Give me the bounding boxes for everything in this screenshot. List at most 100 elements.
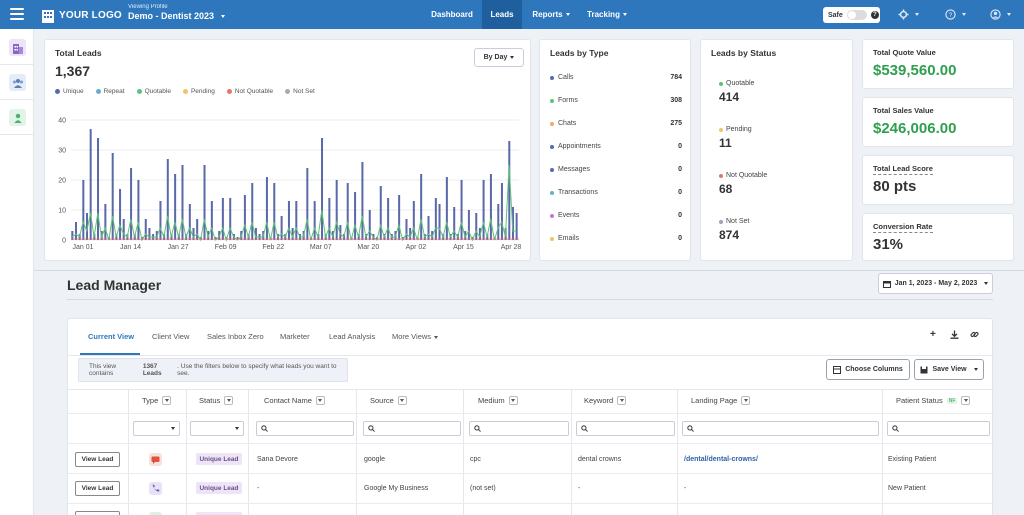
sort-dropdown-icon[interactable] xyxy=(162,396,172,405)
landing-page-filter-input[interactable] xyxy=(682,421,879,436)
user-menu[interactable] xyxy=(990,9,1011,20)
lead-type-row[interactable]: Messages 0 xyxy=(550,166,682,173)
tab-client-view[interactable]: Client View xyxy=(152,332,189,341)
tab-sales-inbox-zero[interactable]: Sales Inbox Zero xyxy=(207,332,264,341)
column-header-status[interactable]: Status xyxy=(199,396,234,405)
add-icon[interactable]: + xyxy=(930,329,936,340)
sort-dropdown-icon[interactable] xyxy=(617,396,627,405)
save-view-button[interactable]: Save View xyxy=(914,359,984,380)
type-filter-select[interactable] xyxy=(133,421,180,436)
nav-reports[interactable]: Reports xyxy=(527,0,575,29)
sort-dropdown-icon[interactable] xyxy=(741,396,751,405)
view-lead-button[interactable]: View Lead xyxy=(75,481,120,496)
column-header-medium[interactable]: Medium xyxy=(478,396,518,405)
patient-status-filter-input[interactable] xyxy=(887,421,990,436)
lead-type-row[interactable]: Emails 0 xyxy=(550,235,682,242)
legend-item-quotable[interactable]: Quotable xyxy=(136,88,171,95)
type-color-dot xyxy=(550,144,554,149)
type-name: Chats xyxy=(558,120,577,127)
tab-label: Sales Inbox Zero xyxy=(207,332,264,341)
safe-mode-toggle[interactable]: Safe ? xyxy=(823,7,880,23)
bar-unique xyxy=(515,213,518,240)
settings-menu[interactable] xyxy=(898,9,919,20)
status-filter-select[interactable] xyxy=(190,421,244,436)
source-filter-input[interactable] xyxy=(363,421,461,436)
bar-unique xyxy=(508,141,511,240)
link-icon[interactable] xyxy=(970,330,979,339)
leads-by-type-title: Leads by Type xyxy=(550,48,609,58)
sort-dropdown-icon[interactable] xyxy=(397,396,407,405)
toggle-switch[interactable] xyxy=(846,10,867,20)
lead-type-row[interactable]: Transactions 0 xyxy=(550,189,682,196)
help-menu[interactable]: ? xyxy=(945,9,966,20)
hamburger-menu-icon[interactable] xyxy=(10,8,24,21)
sidebar-item-team[interactable] xyxy=(9,74,26,91)
lead-type-label: Appointments xyxy=(550,143,678,150)
by-day-dropdown[interactable]: By Day xyxy=(474,48,524,67)
nav-leads[interactable]: Leads xyxy=(482,0,522,29)
tab-label: Lead Analysis xyxy=(329,332,376,341)
type-name: Events xyxy=(558,212,580,219)
sort-dropdown-icon[interactable] xyxy=(224,396,234,405)
column-header-patient-status[interactable]: Patient Status NF xyxy=(896,396,971,405)
landing-page-link[interactable]: /dental/dental-crowns/ xyxy=(684,456,758,463)
total-leads-title: Total Leads xyxy=(55,48,102,58)
header-divider xyxy=(68,413,994,414)
conversion-rate-card: Conversion Rate 31% xyxy=(862,213,1014,261)
choose-columns-button[interactable]: Choose Columns xyxy=(826,359,910,380)
source-cell: google xyxy=(364,456,386,463)
column-header-source[interactable]: Source xyxy=(370,396,407,405)
sort-dropdown-icon[interactable] xyxy=(315,396,325,405)
view-lead-button[interactable]: View Lead xyxy=(75,452,120,467)
sidebar-divider xyxy=(0,134,33,135)
column-header-landing-page[interactable]: Landing Page xyxy=(691,396,751,405)
lead-status-item[interactable]: Not Quotable 68 xyxy=(719,172,767,196)
tab-current-view[interactable]: Current View xyxy=(88,332,134,341)
legend-item-repeat[interactable]: Repeat xyxy=(95,88,125,95)
sort-dropdown-icon[interactable] xyxy=(508,396,518,405)
profile-switcher[interactable]: Viewing Profile Demo - Dentist 2023 xyxy=(128,4,226,21)
brand-logo[interactable]: YOUR LOGO xyxy=(41,7,122,23)
contact-name-filter-input[interactable] xyxy=(256,421,354,436)
tab-more-views[interactable]: More Views xyxy=(392,332,439,341)
lead-status-item[interactable]: Not Set 874 xyxy=(719,218,749,242)
logo-text: YOUR LOGO xyxy=(59,9,122,21)
legend-item-pending[interactable]: Pending xyxy=(182,88,215,95)
sidebar-item-profile[interactable] xyxy=(9,109,26,126)
lead-type-row[interactable]: Appointments 0 xyxy=(550,143,682,150)
tab-lead-analysis[interactable]: Lead Analysis xyxy=(329,332,375,341)
chevron-down-icon xyxy=(984,282,989,285)
tab-marketer[interactable]: Marketer xyxy=(280,332,310,341)
chevron-down-icon xyxy=(1007,13,1011,16)
legend-item-not-set[interactable]: Not Set xyxy=(285,88,315,95)
lead-status-item[interactable]: Quotable 414 xyxy=(719,80,754,104)
view-lead-button[interactable] xyxy=(75,511,120,515)
legend-item-not-quotable[interactable]: Not Quotable xyxy=(226,88,273,95)
bar-unique xyxy=(398,195,401,240)
legend-item-unique[interactable]: Unique xyxy=(55,88,84,95)
date-range-picker[interactable]: Jan 1, 2023 - May 2, 2023 xyxy=(878,273,993,294)
x-tick-label: Mar 07 xyxy=(310,244,332,251)
lead-type-row[interactable]: Chats 275 xyxy=(550,120,682,127)
download-icon[interactable] xyxy=(950,330,959,339)
profile-caption: Viewing Profile xyxy=(128,4,168,10)
sidebar-item-buildings[interactable] xyxy=(9,39,26,56)
help-icon[interactable]: ? xyxy=(870,11,879,19)
lead-type-row[interactable]: Events 0 xyxy=(550,212,682,219)
column-header-keyword[interactable]: Keyword xyxy=(584,396,627,405)
lead-type-row[interactable]: Forms 308 xyxy=(550,97,682,104)
lead-status-item[interactable]: Pending 11 xyxy=(719,126,752,150)
save-view-label: Save View xyxy=(932,366,967,373)
bar-unique xyxy=(192,228,195,240)
nav-tracking[interactable]: Tracking xyxy=(583,0,631,29)
total-leads-chart: 0 10 20 30 40 Jan 01 Jan 14 Jan 27 Feb 09 Feb 22 M… xyxy=(58,118,521,252)
nav-label: Dashboard xyxy=(431,10,473,19)
column-header-contact-name[interactable]: Contact Name xyxy=(264,396,325,405)
nav-dashboard[interactable]: Dashboard xyxy=(426,0,478,29)
column-header-type[interactable]: Type xyxy=(142,396,172,405)
keyword-filter-input[interactable] xyxy=(576,421,675,436)
lead-type-row[interactable]: Calls 784 xyxy=(550,74,682,81)
sort-dropdown-icon[interactable] xyxy=(961,396,971,405)
form-type-icon xyxy=(149,512,162,515)
medium-filter-input[interactable] xyxy=(469,421,569,436)
